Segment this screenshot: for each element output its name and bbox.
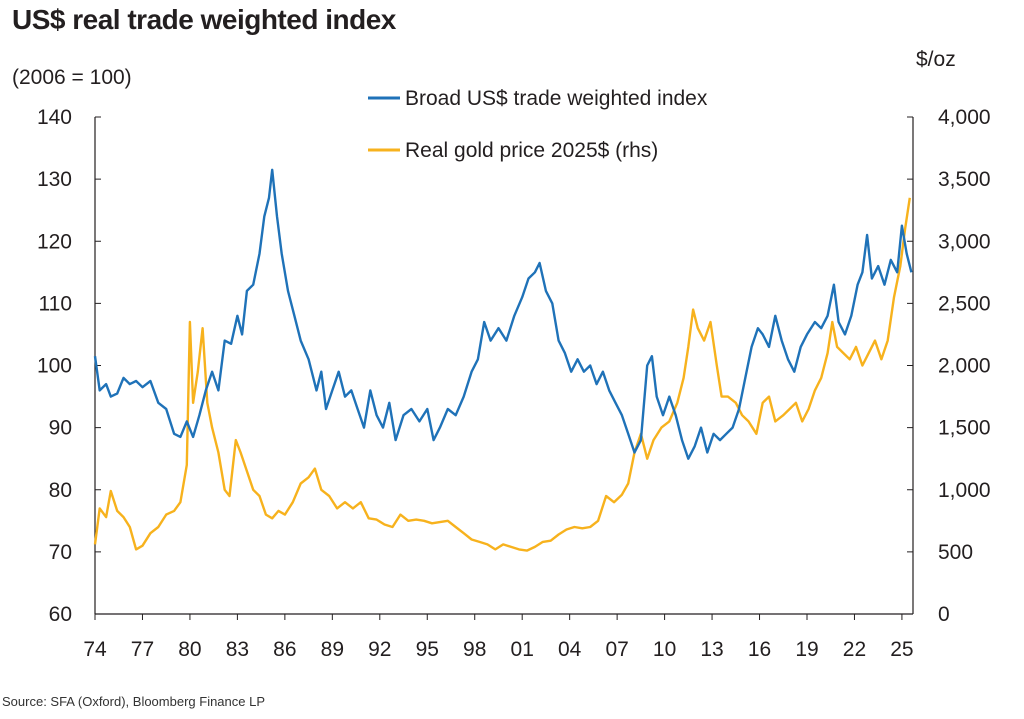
left-axis-tick-label: 70 [49,541,72,564]
x-axis-tick-label: 04 [558,638,582,661]
right-axis-tick-label: 1,500 [938,417,991,440]
right-axis-tick-label: 0 [938,603,950,626]
left-axis-unit-label: (2006 = 100) [12,66,132,89]
left-axis-tick-label: 60 [49,603,72,626]
x-axis-tick-label: 77 [131,638,154,661]
x-axis-tick-label: 86 [273,638,296,661]
right-axis-unit-label: $/oz [916,48,956,71]
right-axis-tick-label: 1,000 [938,479,991,502]
right-axis-tick-label: 2,500 [938,292,991,315]
trade-weighted-index-series-line [93,168,913,460]
x-axis-tick-label: 07 [605,638,628,661]
legend-label: Broad US$ trade weighted index [405,87,708,110]
right-axis-tick-label: 3,000 [938,230,991,253]
left-axis-tick-label: 90 [49,417,72,440]
right-axis-tick-label: 2,000 [938,355,991,378]
x-axis-tick-label: 74 [83,638,107,661]
x-axis-tick-label: 80 [178,638,201,661]
left-axis-tick-label: 140 [37,106,72,129]
x-axis-tick-label: 13 [700,638,723,661]
x-axis-tick-label: 22 [843,638,866,661]
left-axis-tick-label: 110 [39,292,72,315]
source-note: Source: SFA (Oxford), Bloomberg Finance … [2,694,266,709]
chart-title: US$ real trade weighted index [12,4,396,35]
right-axis-tick-label: 500 [938,541,973,564]
left-axis-tick-label: 130 [37,168,72,191]
right-axis-tick-label: 4,000 [938,106,991,129]
x-axis-tick-label: 92 [368,638,391,661]
left-axis-tick-label: 80 [49,479,72,502]
legend-label: Real gold price 2025$ (rhs) [405,139,658,162]
x-axis-tick-label: 89 [321,638,344,661]
x-axis-tick-label: 25 [890,638,913,661]
right-axis-tick-label: 3,500 [938,168,991,191]
x-axis-tick-label: 95 [416,638,439,661]
left-axis-tick-label: 120 [37,230,72,253]
x-axis-tick-label: 98 [463,638,486,661]
left-axis-tick-label: 100 [37,355,72,378]
gold-price-series-line [93,197,911,552]
x-axis-tick-label: 83 [226,638,249,661]
x-axis-tick-label: 10 [653,638,676,661]
x-axis-tick-label: 16 [748,638,771,661]
x-axis-tick-label: 01 [511,638,534,661]
x-axis-tick-label: 19 [795,638,818,661]
